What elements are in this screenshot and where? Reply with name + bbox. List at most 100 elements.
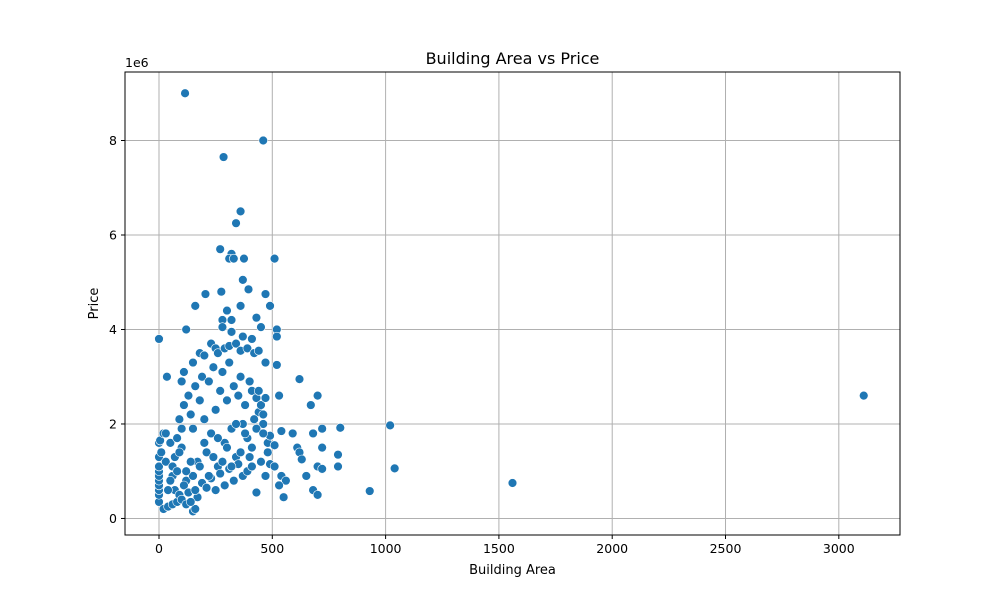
data-point <box>222 305 232 316</box>
data-point <box>253 346 264 356</box>
data-point <box>210 405 221 415</box>
data-point <box>229 475 239 486</box>
data-point <box>163 485 173 495</box>
data-point <box>195 461 205 472</box>
data-point <box>258 428 268 439</box>
data-point <box>240 428 250 439</box>
data-point <box>306 400 316 410</box>
data-point <box>208 362 219 372</box>
data-point <box>231 419 241 429</box>
data-point <box>235 206 246 217</box>
data-point <box>215 386 225 396</box>
data-point <box>258 409 268 420</box>
data-point <box>260 471 271 481</box>
grid-layer <box>125 72 900 535</box>
data-point <box>260 357 271 368</box>
data-point <box>172 466 182 476</box>
data-point <box>208 452 219 462</box>
data-point <box>287 428 298 439</box>
y-axis-ticks: 0 2 4 6 8 <box>109 133 125 526</box>
y-tick-label: 2 <box>109 416 117 431</box>
data-point <box>256 400 266 410</box>
data-point <box>172 433 182 443</box>
data-point <box>161 428 171 439</box>
data-point <box>251 487 262 498</box>
data-point <box>258 135 268 146</box>
data-point <box>335 423 345 433</box>
data-point <box>247 334 257 344</box>
data-point <box>199 350 210 361</box>
data-point <box>224 357 234 368</box>
data-point <box>317 464 327 474</box>
data-point <box>238 331 248 342</box>
data-point <box>233 390 244 401</box>
data-point <box>188 471 198 481</box>
data-point <box>235 447 246 458</box>
data-point <box>180 88 190 98</box>
points-layer <box>154 88 869 517</box>
data-point <box>317 442 327 453</box>
data-point <box>251 423 262 434</box>
data-point <box>176 423 187 434</box>
data-point <box>195 395 205 406</box>
data-point <box>247 442 257 453</box>
data-point <box>256 322 266 332</box>
data-point <box>312 490 323 500</box>
data-point <box>186 497 196 507</box>
chart-title: Building Area vs Price <box>426 49 600 68</box>
x-tick-label: 500 <box>260 541 284 556</box>
data-point <box>278 492 289 502</box>
data-point <box>247 461 257 472</box>
data-point <box>165 475 176 486</box>
data-point <box>217 457 228 467</box>
data-point <box>188 423 198 434</box>
x-axis-label: Building Area <box>469 563 556 578</box>
data-point <box>183 390 194 401</box>
data-point <box>239 253 249 264</box>
data-point <box>181 324 191 335</box>
data-point <box>215 468 225 479</box>
data-point <box>231 218 241 228</box>
data-point <box>156 447 166 458</box>
data-point <box>226 327 237 337</box>
data-point <box>269 440 280 450</box>
data-point <box>200 289 211 299</box>
data-point <box>242 343 253 354</box>
data-point <box>204 471 214 481</box>
data-point <box>297 454 307 465</box>
data-point <box>272 331 282 342</box>
data-point <box>179 400 189 410</box>
plot-frame <box>124 71 901 536</box>
data-point <box>235 301 246 311</box>
x-tick-label: 1500 <box>483 541 515 556</box>
data-point <box>210 485 221 495</box>
x-tick-label: 2000 <box>596 541 628 556</box>
y-axis-offset-label: 1e6 <box>125 55 149 70</box>
data-point <box>165 438 176 448</box>
data-point <box>199 414 210 424</box>
data-point <box>859 390 869 401</box>
data-point <box>240 400 250 410</box>
data-point <box>249 414 259 424</box>
data-point <box>265 301 275 311</box>
data-point <box>174 414 185 424</box>
data-point <box>181 466 191 476</box>
data-point <box>251 312 262 323</box>
data-point <box>263 447 273 458</box>
data-point <box>222 395 232 406</box>
data-point <box>218 152 229 162</box>
data-point <box>253 386 264 396</box>
x-tick-label: 0 <box>155 541 163 556</box>
data-point <box>188 357 198 368</box>
data-point <box>217 322 228 332</box>
data-point <box>272 360 282 370</box>
data-point <box>186 457 196 467</box>
data-point <box>229 253 239 264</box>
data-point <box>281 475 291 486</box>
data-point <box>201 483 212 493</box>
data-point <box>507 478 518 488</box>
y-tick-label: 6 <box>109 227 117 242</box>
data-point <box>385 420 395 431</box>
